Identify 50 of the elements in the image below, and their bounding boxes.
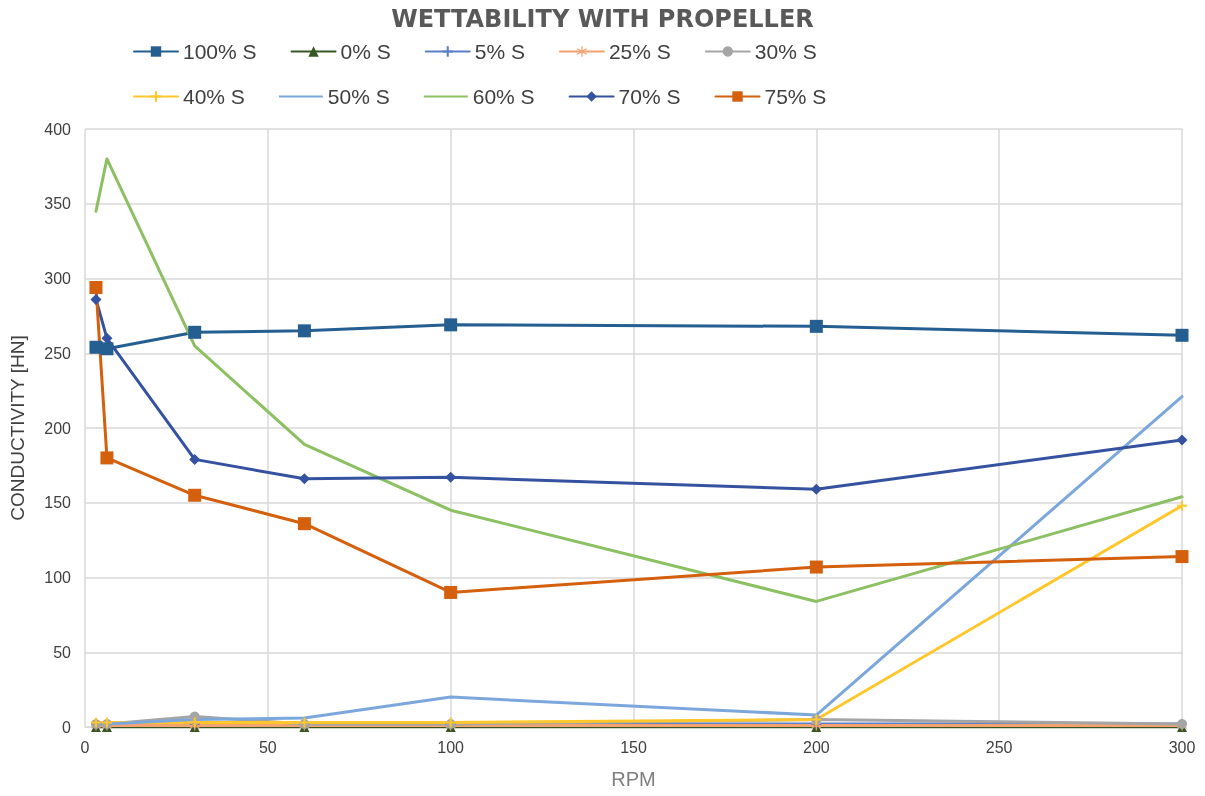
x-tick-label: 250 <box>985 738 1013 756</box>
y-tick-label: 100 <box>44 569 72 586</box>
point <box>809 560 823 574</box>
x-tick-label: 50 <box>258 738 277 756</box>
point <box>444 318 458 332</box>
legend-label: 60% S <box>472 85 535 108</box>
y-tick-label: 150 <box>44 494 72 512</box>
legend-label: 75% S <box>764 85 827 108</box>
x-tick-label: 100 <box>437 738 465 756</box>
legend-label: 50% S <box>327 85 390 108</box>
chart-title: WETTABILITY WITH PROPELLER <box>391 5 814 33</box>
point <box>297 517 311 531</box>
legend-label: 100% S <box>183 40 257 63</box>
point <box>810 483 822 495</box>
x-axis-title: RPM <box>611 768 656 790</box>
y-tick-label: 300 <box>44 270 72 287</box>
x-tick-label: 150 <box>620 738 647 756</box>
x-tick-label: 200 <box>802 738 830 756</box>
point <box>100 451 114 465</box>
point <box>1176 434 1188 446</box>
y-tick-label: 350 <box>44 195 72 213</box>
y-tick-label: 200 <box>44 419 72 437</box>
point <box>89 280 103 294</box>
legend-label: 0% S <box>340 40 391 63</box>
y-axis-title: CONDUCTIVITY [HN] <box>7 335 28 521</box>
x-tick-label: 0 <box>80 738 90 756</box>
point <box>189 453 201 465</box>
point <box>1175 550 1189 564</box>
x-tick-label: 300 <box>1168 738 1196 756</box>
y-tick-label: 50 <box>53 643 72 661</box>
y-tick-label: 0 <box>62 718 72 736</box>
point <box>297 324 311 338</box>
point <box>1175 328 1189 342</box>
legend-label: 70% S <box>618 85 681 108</box>
point <box>188 325 202 339</box>
point <box>444 585 458 599</box>
point <box>90 293 102 305</box>
legend-label: 30% S <box>754 40 817 63</box>
point <box>188 488 202 502</box>
point <box>298 473 310 485</box>
point <box>809 319 823 333</box>
point <box>100 342 114 356</box>
point <box>101 332 113 344</box>
y-tick-label: 250 <box>44 344 72 362</box>
legend-label: 5% S <box>474 40 525 63</box>
legend-label: 25% S <box>608 40 671 63</box>
point <box>1177 500 1187 511</box>
legend-label: 40% S <box>183 85 245 108</box>
y-tick-label: 400 <box>44 120 72 138</box>
line-series <box>94 157 1184 603</box>
